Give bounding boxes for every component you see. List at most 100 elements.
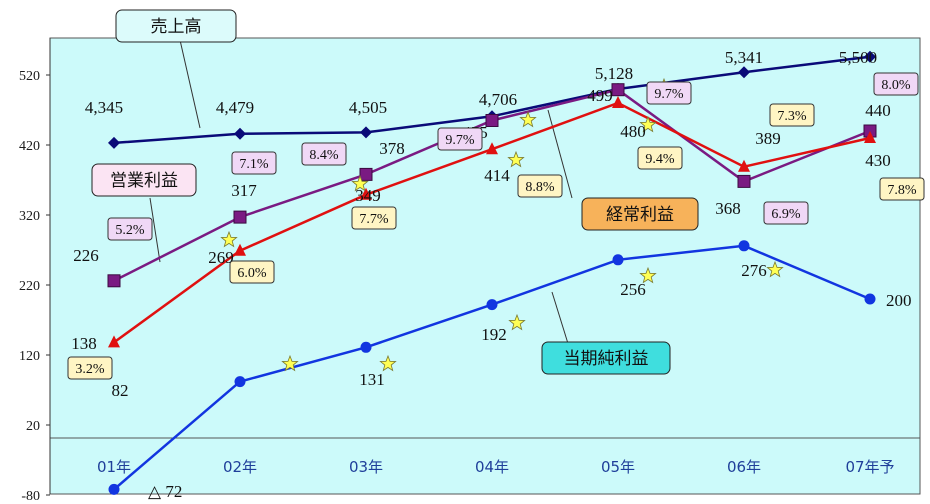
star-icon — [351, 174, 369, 192]
data-label-square: 317 — [231, 181, 257, 200]
y-tick-label: 20 — [26, 419, 40, 434]
x-tick-label: 05年 — [601, 458, 635, 476]
data-label-triangle: 430 — [865, 151, 891, 170]
leader-line — [149, 197, 161, 263]
data-label-diamond: 5,500 — [839, 48, 877, 67]
data-label-diamond: 4,345 — [85, 98, 123, 117]
data-label-triangle: 269 — [208, 248, 234, 267]
data-label-circle: 192 — [481, 325, 507, 344]
data-label-triangle: 414 — [484, 166, 510, 185]
point-triangle — [360, 187, 372, 200]
y-tick-label: 320 — [19, 209, 40, 224]
leader-line — [547, 109, 573, 199]
series-callout — [541, 341, 671, 375]
data-label-circle: 276 — [741, 261, 767, 280]
series-layer — [107, 50, 877, 495]
star-icon — [379, 354, 397, 372]
series-callout-label: 営業利益 — [110, 171, 178, 191]
y-tick-label: 520 — [19, 69, 40, 84]
margin-box — [646, 81, 692, 105]
data-label-square: 368 — [715, 199, 741, 218]
star-icon — [639, 266, 657, 284]
point-square — [737, 174, 751, 188]
point-square — [611, 83, 625, 97]
star-icon — [766, 260, 784, 278]
data-label-diamond: 4,479 — [216, 98, 254, 117]
margin-label: 7.8% — [887, 183, 917, 198]
point-square — [233, 210, 247, 224]
star-icon — [519, 110, 537, 128]
point-triangle — [738, 159, 750, 172]
margin-label: 8.4% — [309, 148, 339, 163]
margin-box — [229, 260, 275, 284]
point-square — [107, 274, 121, 288]
point-square — [359, 167, 373, 181]
data-label-circle: 200 — [886, 291, 912, 310]
margin-label: 7.7% — [359, 212, 389, 227]
margin-box — [873, 72, 919, 96]
point-circle — [360, 341, 372, 353]
leader-lines — [149, 39, 573, 351]
series-callout-label: 当期純利益 — [564, 349, 649, 369]
leader-line — [551, 291, 571, 351]
data-label-triangle: 389 — [755, 129, 781, 148]
data-label-diamond: 5,128 — [595, 64, 633, 83]
y-axis-ticks: 520 420 320 220 120 20 -80 — [19, 69, 50, 504]
data-label-circle: 131 — [359, 370, 385, 389]
margin-label: 8.8% — [525, 180, 555, 195]
margin-box — [763, 201, 809, 225]
point-triangle — [612, 96, 624, 108]
series-callout-label: 経常利益 — [606, 205, 674, 225]
data-label-triangle: 138 — [71, 334, 97, 353]
x-tick-label: 07年予 — [845, 458, 894, 476]
margin-box — [301, 142, 347, 166]
margin-box — [879, 177, 925, 201]
margin-label: 9.4% — [645, 152, 675, 167]
margin-label: 7.1% — [239, 157, 269, 172]
series-callout — [115, 9, 237, 43]
series-callout — [581, 197, 699, 231]
x-axis-ticks: 01年 02年 03年 04年 05年 06年 07年予 — [97, 458, 895, 476]
point-diamond — [738, 66, 750, 79]
margin-label: 8.0% — [881, 78, 911, 93]
series-callout — [91, 163, 197, 197]
margin-label: 6.9% — [771, 207, 801, 222]
margin-label: 7.3% — [777, 109, 807, 124]
y-tick-label: -80 — [21, 489, 40, 504]
point-diamond — [864, 50, 876, 63]
x-tick-label: 03年 — [349, 458, 383, 476]
data-label-circle: 256 — [620, 280, 646, 299]
data-label-diamond: 4,706 — [479, 90, 517, 109]
data-label-circle: △ 72 — [148, 482, 182, 501]
margin-box — [67, 356, 113, 380]
x-tick-label: 04年 — [475, 458, 509, 476]
margin-box — [769, 103, 815, 127]
y-tick-label: 220 — [19, 279, 40, 294]
star-icon — [508, 313, 526, 331]
point-circle — [234, 376, 246, 388]
point-triangle — [486, 142, 498, 155]
star-icon — [281, 354, 299, 372]
margin-box — [351, 206, 397, 230]
point-circle — [612, 254, 624, 266]
margin-box — [107, 217, 153, 241]
data-label-square: 440 — [865, 101, 891, 120]
x-tick-label: 06年 — [727, 458, 761, 476]
y-tick-label: 420 — [19, 139, 40, 154]
margin-label: 9.7% — [654, 87, 684, 102]
point-diamond — [108, 136, 120, 149]
star-icon — [507, 150, 525, 168]
margin-box — [231, 151, 277, 175]
margin-boxes: 5.2% 7.1% 8.4% 9.7% 9.7% 6.9% 8.0% 3.2% 6.0% 7.7%… — [67, 72, 925, 380]
point-triangle — [864, 131, 876, 143]
point-diamond — [360, 126, 372, 139]
data-label-diamond: 4,505 — [349, 98, 387, 117]
star-icon — [220, 230, 238, 248]
data-label-triangle: 480 — [620, 122, 646, 141]
point-circle — [738, 240, 750, 252]
margin-box — [437, 127, 483, 151]
point-circle — [864, 293, 876, 305]
margin-label: 6.0% — [237, 266, 267, 281]
point-triangle — [234, 243, 246, 256]
point-circle — [486, 299, 498, 311]
